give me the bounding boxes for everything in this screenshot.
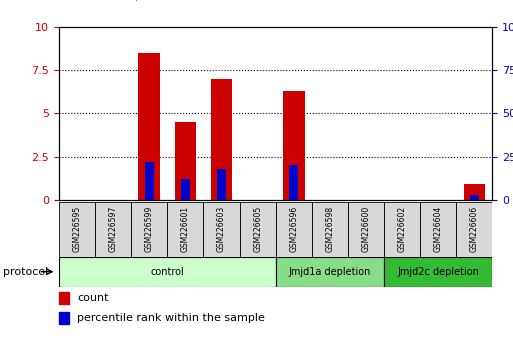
Bar <box>59 257 275 287</box>
Bar <box>283 91 305 200</box>
Bar <box>167 202 204 257</box>
Text: GSM226595: GSM226595 <box>72 206 82 252</box>
Text: GSM226604: GSM226604 <box>434 206 443 252</box>
Text: protocol: protocol <box>3 267 48 277</box>
Bar <box>59 312 69 324</box>
Text: GDS3037 / 106130068: GDS3037 / 106130068 <box>69 0 221 2</box>
Bar <box>211 79 232 200</box>
Text: count: count <box>77 293 109 303</box>
Bar <box>145 162 154 200</box>
Bar <box>457 202 492 257</box>
Bar <box>289 165 299 200</box>
Bar <box>59 202 95 257</box>
Text: GSM226603: GSM226603 <box>217 206 226 252</box>
Text: GSM226600: GSM226600 <box>362 206 370 252</box>
Text: percentile rank within the sample: percentile rank within the sample <box>77 313 265 323</box>
Bar <box>95 202 131 257</box>
Bar <box>384 257 492 287</box>
Text: Jmjd1a depletion: Jmjd1a depletion <box>289 267 371 277</box>
Bar <box>420 202 457 257</box>
Text: GSM226599: GSM226599 <box>145 206 154 252</box>
Bar <box>312 202 348 257</box>
Text: GSM226601: GSM226601 <box>181 206 190 252</box>
Bar <box>275 202 312 257</box>
Text: GSM226605: GSM226605 <box>253 206 262 252</box>
Bar <box>464 184 485 200</box>
Text: control: control <box>150 267 184 277</box>
Bar <box>181 179 190 200</box>
Bar <box>240 202 275 257</box>
Text: GSM226596: GSM226596 <box>289 206 298 252</box>
Text: GSM226606: GSM226606 <box>470 206 479 252</box>
Bar <box>131 202 167 257</box>
Bar <box>384 202 420 257</box>
Bar <box>59 292 69 304</box>
Bar <box>275 257 384 287</box>
Bar <box>174 122 196 200</box>
Text: Jmjd2c depletion: Jmjd2c depletion <box>398 267 479 277</box>
Text: GSM226597: GSM226597 <box>109 206 117 252</box>
Text: GSM226598: GSM226598 <box>325 206 334 252</box>
Bar <box>217 169 226 200</box>
Bar <box>470 195 479 200</box>
Bar <box>204 202 240 257</box>
Bar <box>348 202 384 257</box>
Text: GSM226602: GSM226602 <box>398 206 407 252</box>
Bar <box>139 52 160 200</box>
